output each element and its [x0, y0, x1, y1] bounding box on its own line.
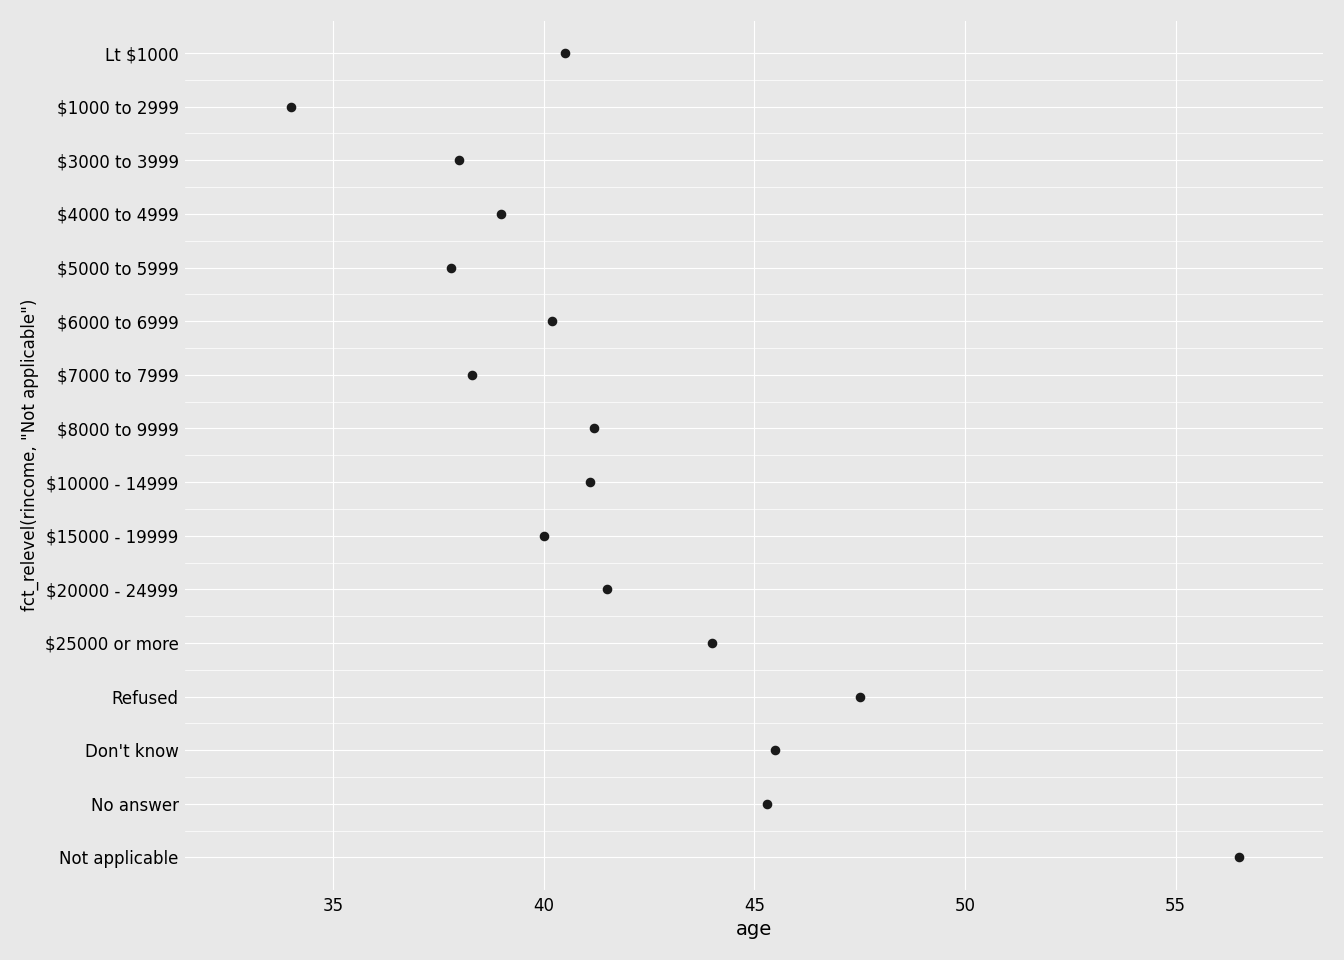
Point — [461, 367, 482, 382]
Point — [1228, 850, 1250, 865]
Point — [765, 742, 786, 757]
Point — [579, 474, 601, 490]
Point — [532, 528, 554, 543]
Point — [597, 582, 618, 597]
Point — [491, 206, 512, 222]
Point — [449, 153, 470, 168]
Point — [849, 689, 871, 705]
Point — [554, 45, 575, 60]
Point — [441, 260, 462, 276]
Point — [583, 420, 605, 436]
Point — [542, 314, 563, 329]
Point — [757, 796, 778, 811]
X-axis label: age: age — [737, 921, 773, 939]
Point — [280, 99, 301, 114]
Point — [702, 636, 723, 651]
Y-axis label: fct_relevel(rincome, "Not applicable"): fct_relevel(rincome, "Not applicable") — [22, 300, 39, 612]
